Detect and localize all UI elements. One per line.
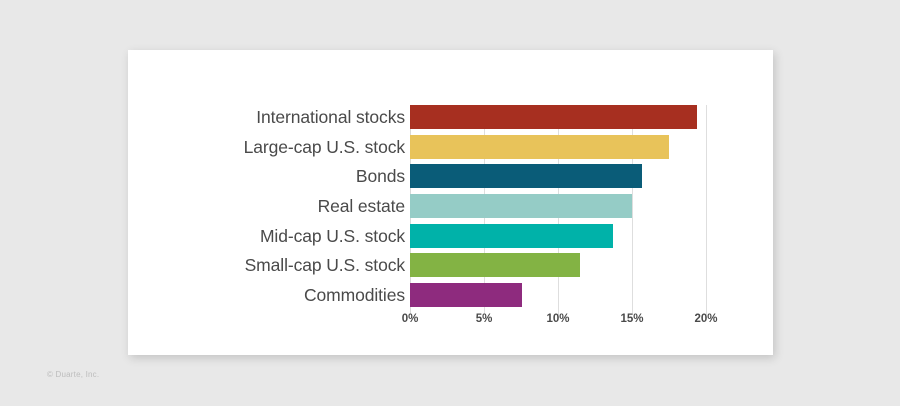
- horizontal-bar-chart: International stocks Large-cap U.S. stock…: [128, 50, 773, 355]
- bar[interactable]: [410, 193, 632, 218]
- bar-row: [410, 193, 706, 218]
- category-label: Commodities: [303, 284, 405, 305]
- category-label-column: International stocks Large-cap U.S. stock…: [188, 105, 406, 307]
- bar[interactable]: [410, 282, 523, 307]
- bar-row: [410, 105, 706, 129]
- copyright-credit: © Duarte, Inc.: [47, 370, 100, 379]
- bar-row: [410, 223, 706, 248]
- slide-card: International stocks Large-cap U.S. stock…: [128, 50, 773, 355]
- bar-row: [410, 164, 706, 189]
- bar-row: [410, 282, 706, 307]
- bar[interactable]: [410, 253, 581, 278]
- x-tick-label: 15%: [620, 313, 644, 325]
- x-axis-ticks: 0% 5% 10% 15% 20%: [402, 313, 718, 333]
- bar[interactable]: [410, 164, 643, 189]
- bar-row: [410, 134, 706, 159]
- x-tick-label: 0%: [401, 313, 419, 325]
- x-tick-label: 10%: [546, 313, 570, 325]
- x-tick-label: 5%: [475, 313, 493, 325]
- category-label: Bonds: [355, 166, 405, 187]
- bars-area: [410, 105, 707, 315]
- gridline: [706, 105, 707, 315]
- plot-area: International stocks Large-cap U.S. stock…: [188, 105, 763, 325]
- bar[interactable]: [410, 223, 613, 248]
- category-label: Real estate: [317, 195, 406, 216]
- bar[interactable]: [410, 105, 698, 129]
- category-label: Mid-cap U.S. stock: [259, 225, 405, 246]
- category-label: Small-cap U.S. stock: [244, 255, 406, 276]
- x-tick-label: 20%: [694, 313, 718, 325]
- category-label: International stocks: [256, 107, 405, 127]
- category-label: Large-cap U.S. stock: [243, 136, 406, 157]
- bar-rows: [410, 105, 706, 307]
- bar[interactable]: [410, 134, 669, 159]
- bar-row: [410, 253, 706, 278]
